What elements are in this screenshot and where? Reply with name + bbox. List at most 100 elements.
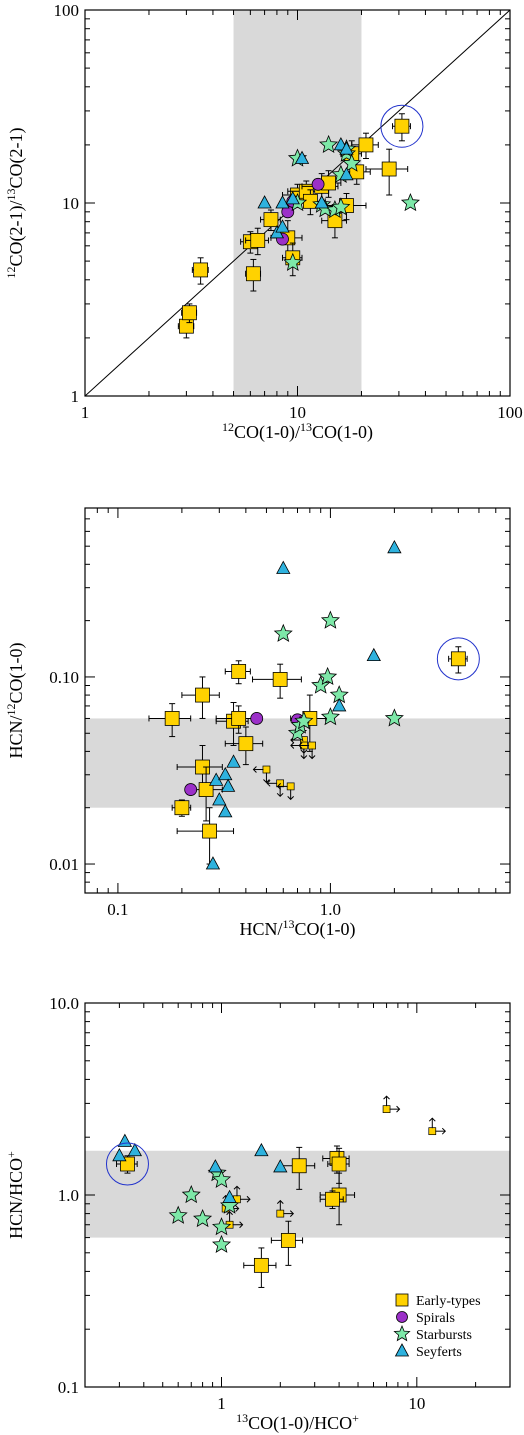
y-tick-label: 0.01 <box>49 855 79 874</box>
highlight-circle <box>436 637 480 681</box>
triangle-marker <box>294 150 310 164</box>
triangle-marker <box>387 539 402 554</box>
series-seyferts <box>112 1133 288 1203</box>
square-marker <box>202 823 217 839</box>
triangle-marker <box>285 191 300 205</box>
circle-marker <box>250 712 264 725</box>
star-marker <box>311 675 331 694</box>
legend-label: Seyferts <box>416 1345 462 1360</box>
x-tick-label: 100 <box>497 403 523 422</box>
legend-triangle-icon <box>394 1343 410 1357</box>
triangle-marker <box>212 792 227 806</box>
square-marker <box>245 266 261 282</box>
square-marker <box>253 1257 269 1273</box>
triangle-marker <box>275 219 290 233</box>
chart-panel-1: 1 10 100 1 10 100 12CO(1-0)/13CO(1-0) 12CO(2-1)… <box>4 1 523 443</box>
star-marker <box>317 666 338 686</box>
triangle-marker <box>218 804 233 818</box>
x-axis-label: 12CO(1-0)/13CO(1-0) <box>222 420 373 443</box>
star-marker <box>212 1169 232 1188</box>
square-marker <box>164 711 180 726</box>
triangle-marker <box>276 560 291 574</box>
axis-ticks <box>84 507 511 894</box>
x-tick-label: 1 <box>217 1394 226 1413</box>
triangle-marker <box>254 1142 269 1157</box>
axis-ticks <box>84 1002 511 1388</box>
square-marker <box>174 800 190 816</box>
circle-marker <box>184 783 198 796</box>
limit-marker <box>382 1095 401 1113</box>
square-marker <box>331 1156 347 1172</box>
triangle-marker <box>218 766 233 781</box>
y-axis-label: 12CO(2-1)/13CO(2-1) <box>4 128 27 279</box>
triangle-marker <box>273 1159 288 1173</box>
x-axis-label: HCN/13CO(1-0) <box>239 917 355 940</box>
square-marker <box>182 305 197 321</box>
triangle-marker <box>339 141 354 155</box>
plot-frame <box>84 507 511 894</box>
y-axis-label: HCN/HCO+ <box>4 1151 26 1239</box>
series-starbursts <box>273 610 404 742</box>
limit-marker <box>276 1199 295 1218</box>
highlight-circle <box>105 1142 149 1186</box>
square-marker <box>358 137 374 153</box>
y-tick-label: 10 <box>62 194 79 213</box>
triangle-marker <box>208 1159 223 1173</box>
star-marker <box>212 1234 232 1253</box>
legend-label: Starbursts <box>416 1328 472 1343</box>
series-early-types-limits <box>252 736 316 801</box>
square-marker <box>325 1191 340 1207</box>
chart-panel-3: 1 10 0.1 1.0 10.0 13CO(1-0)/HCO+ HCN/HCO+ Early… <box>4 994 511 1434</box>
triangle-marker <box>332 698 347 712</box>
star-marker <box>212 1217 232 1236</box>
triangle-marker <box>112 1147 127 1162</box>
square-marker <box>263 212 279 228</box>
y-tick-label: 1 <box>71 387 80 406</box>
x-tick-label: 1.0 <box>320 900 341 919</box>
triangle-marker <box>226 754 241 768</box>
legend-label: Spirals <box>416 1311 455 1326</box>
triangle-marker <box>205 856 221 870</box>
square-marker <box>231 664 247 679</box>
x-tick-label: 0.1 <box>107 900 128 919</box>
legend-star-icon <box>393 1324 411 1342</box>
triangle-marker <box>275 195 290 209</box>
star-marker <box>400 192 420 212</box>
y-tick-label: 10.0 <box>49 994 79 1013</box>
triangle-marker <box>220 778 236 792</box>
x-tick-label: 10 <box>289 403 306 422</box>
y-tick-label: 0.1 <box>58 1378 79 1397</box>
limit-marker <box>298 741 316 760</box>
x-tick-label: 10 <box>408 1394 425 1413</box>
plot-area <box>85 539 510 870</box>
square-marker <box>178 318 194 334</box>
plot-area <box>85 10 510 396</box>
triangle-marker <box>127 1142 143 1157</box>
star-marker <box>331 197 351 216</box>
limit-marker <box>428 1117 446 1136</box>
legend-square-icon <box>395 1293 409 1307</box>
star-marker <box>181 1184 201 1204</box>
square-marker <box>272 672 288 687</box>
x-axis-label: 13CO(1-0)/HCO+ <box>236 1411 359 1434</box>
x-tick-label: 1 <box>81 403 90 422</box>
star-marker <box>320 610 340 629</box>
triangle-marker <box>222 1189 237 1203</box>
star-marker <box>342 153 362 172</box>
triangle-marker <box>339 166 354 181</box>
square-marker <box>231 711 247 726</box>
y-axis-label: HCN/12CO(1-0) <box>4 642 27 758</box>
y-tick-label: 1.0 <box>58 1186 79 1205</box>
series-seyferts <box>205 539 402 870</box>
square-marker <box>450 651 466 667</box>
square-marker <box>394 118 410 134</box>
star-marker <box>168 1205 188 1224</box>
square-marker <box>198 782 214 797</box>
star-marker <box>283 252 303 271</box>
triangle-marker <box>314 195 329 209</box>
series-seyferts <box>257 137 354 239</box>
y-tick-label: 0.10 <box>49 668 79 687</box>
square-marker <box>238 736 254 752</box>
square-marker <box>291 1158 307 1174</box>
